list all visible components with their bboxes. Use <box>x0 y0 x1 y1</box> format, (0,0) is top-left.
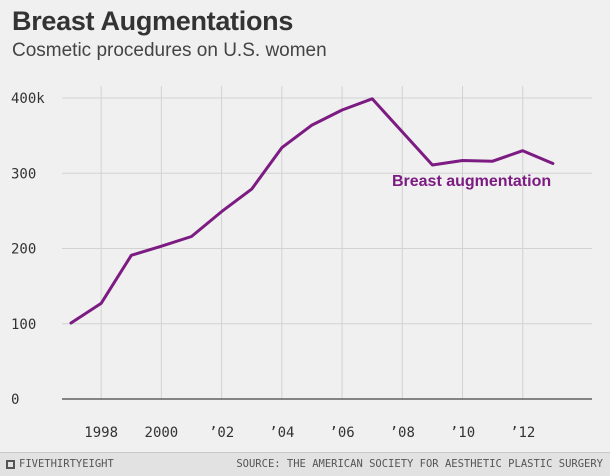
chart-subtitle: Cosmetic procedures on U.S. women <box>12 40 327 61</box>
y-tick-label: 200 <box>11 242 36 258</box>
x-tick-label: ’06 <box>329 425 354 441</box>
series-layer: Breast augmentation <box>69 97 555 325</box>
x-tick-label: ’10 <box>450 425 475 441</box>
x-tick-label: ’08 <box>390 425 415 441</box>
series-label: Breast augmentation <box>392 173 551 190</box>
y-tick-label: 0 <box>11 392 19 408</box>
fivethirtyeight-logo-icon <box>6 459 15 469</box>
gridlines <box>62 86 592 400</box>
y-tick-label: 400k <box>11 91 45 107</box>
x-tick-label: ’02 <box>209 425 234 441</box>
x-tick-label: 2000 <box>145 425 179 441</box>
line-chart: 1998 2000 ’02 ’04 ’06 ’08 ’10 ’12 0 100 200 300 400k… <box>11 86 592 441</box>
brand-name: FIVETHIRTYEIGHT <box>19 458 114 470</box>
series-line <box>69 97 555 325</box>
x-tick-label: 1998 <box>84 425 118 441</box>
footer-bar: FIVETHIRTYEIGHT SOURCE: THE AMERICAN SOC… <box>0 452 610 476</box>
chart-title: Breast Augmentations <box>12 6 294 36</box>
y-tick-label: 100 <box>11 317 36 333</box>
x-tick-label: ’04 <box>269 425 294 441</box>
brand: FIVETHIRTYEIGHT <box>6 458 114 470</box>
source-note: SOURCE: THE AMERICAN SOCIETY FOR AESTHET… <box>236 458 603 470</box>
axis-labels: 1998 2000 ’02 ’04 ’06 ’08 ’10 ’12 0 100 200 300 400k <box>11 91 535 441</box>
y-tick-label: 300 <box>11 166 36 182</box>
x-tick-label: ’12 <box>510 425 535 441</box>
